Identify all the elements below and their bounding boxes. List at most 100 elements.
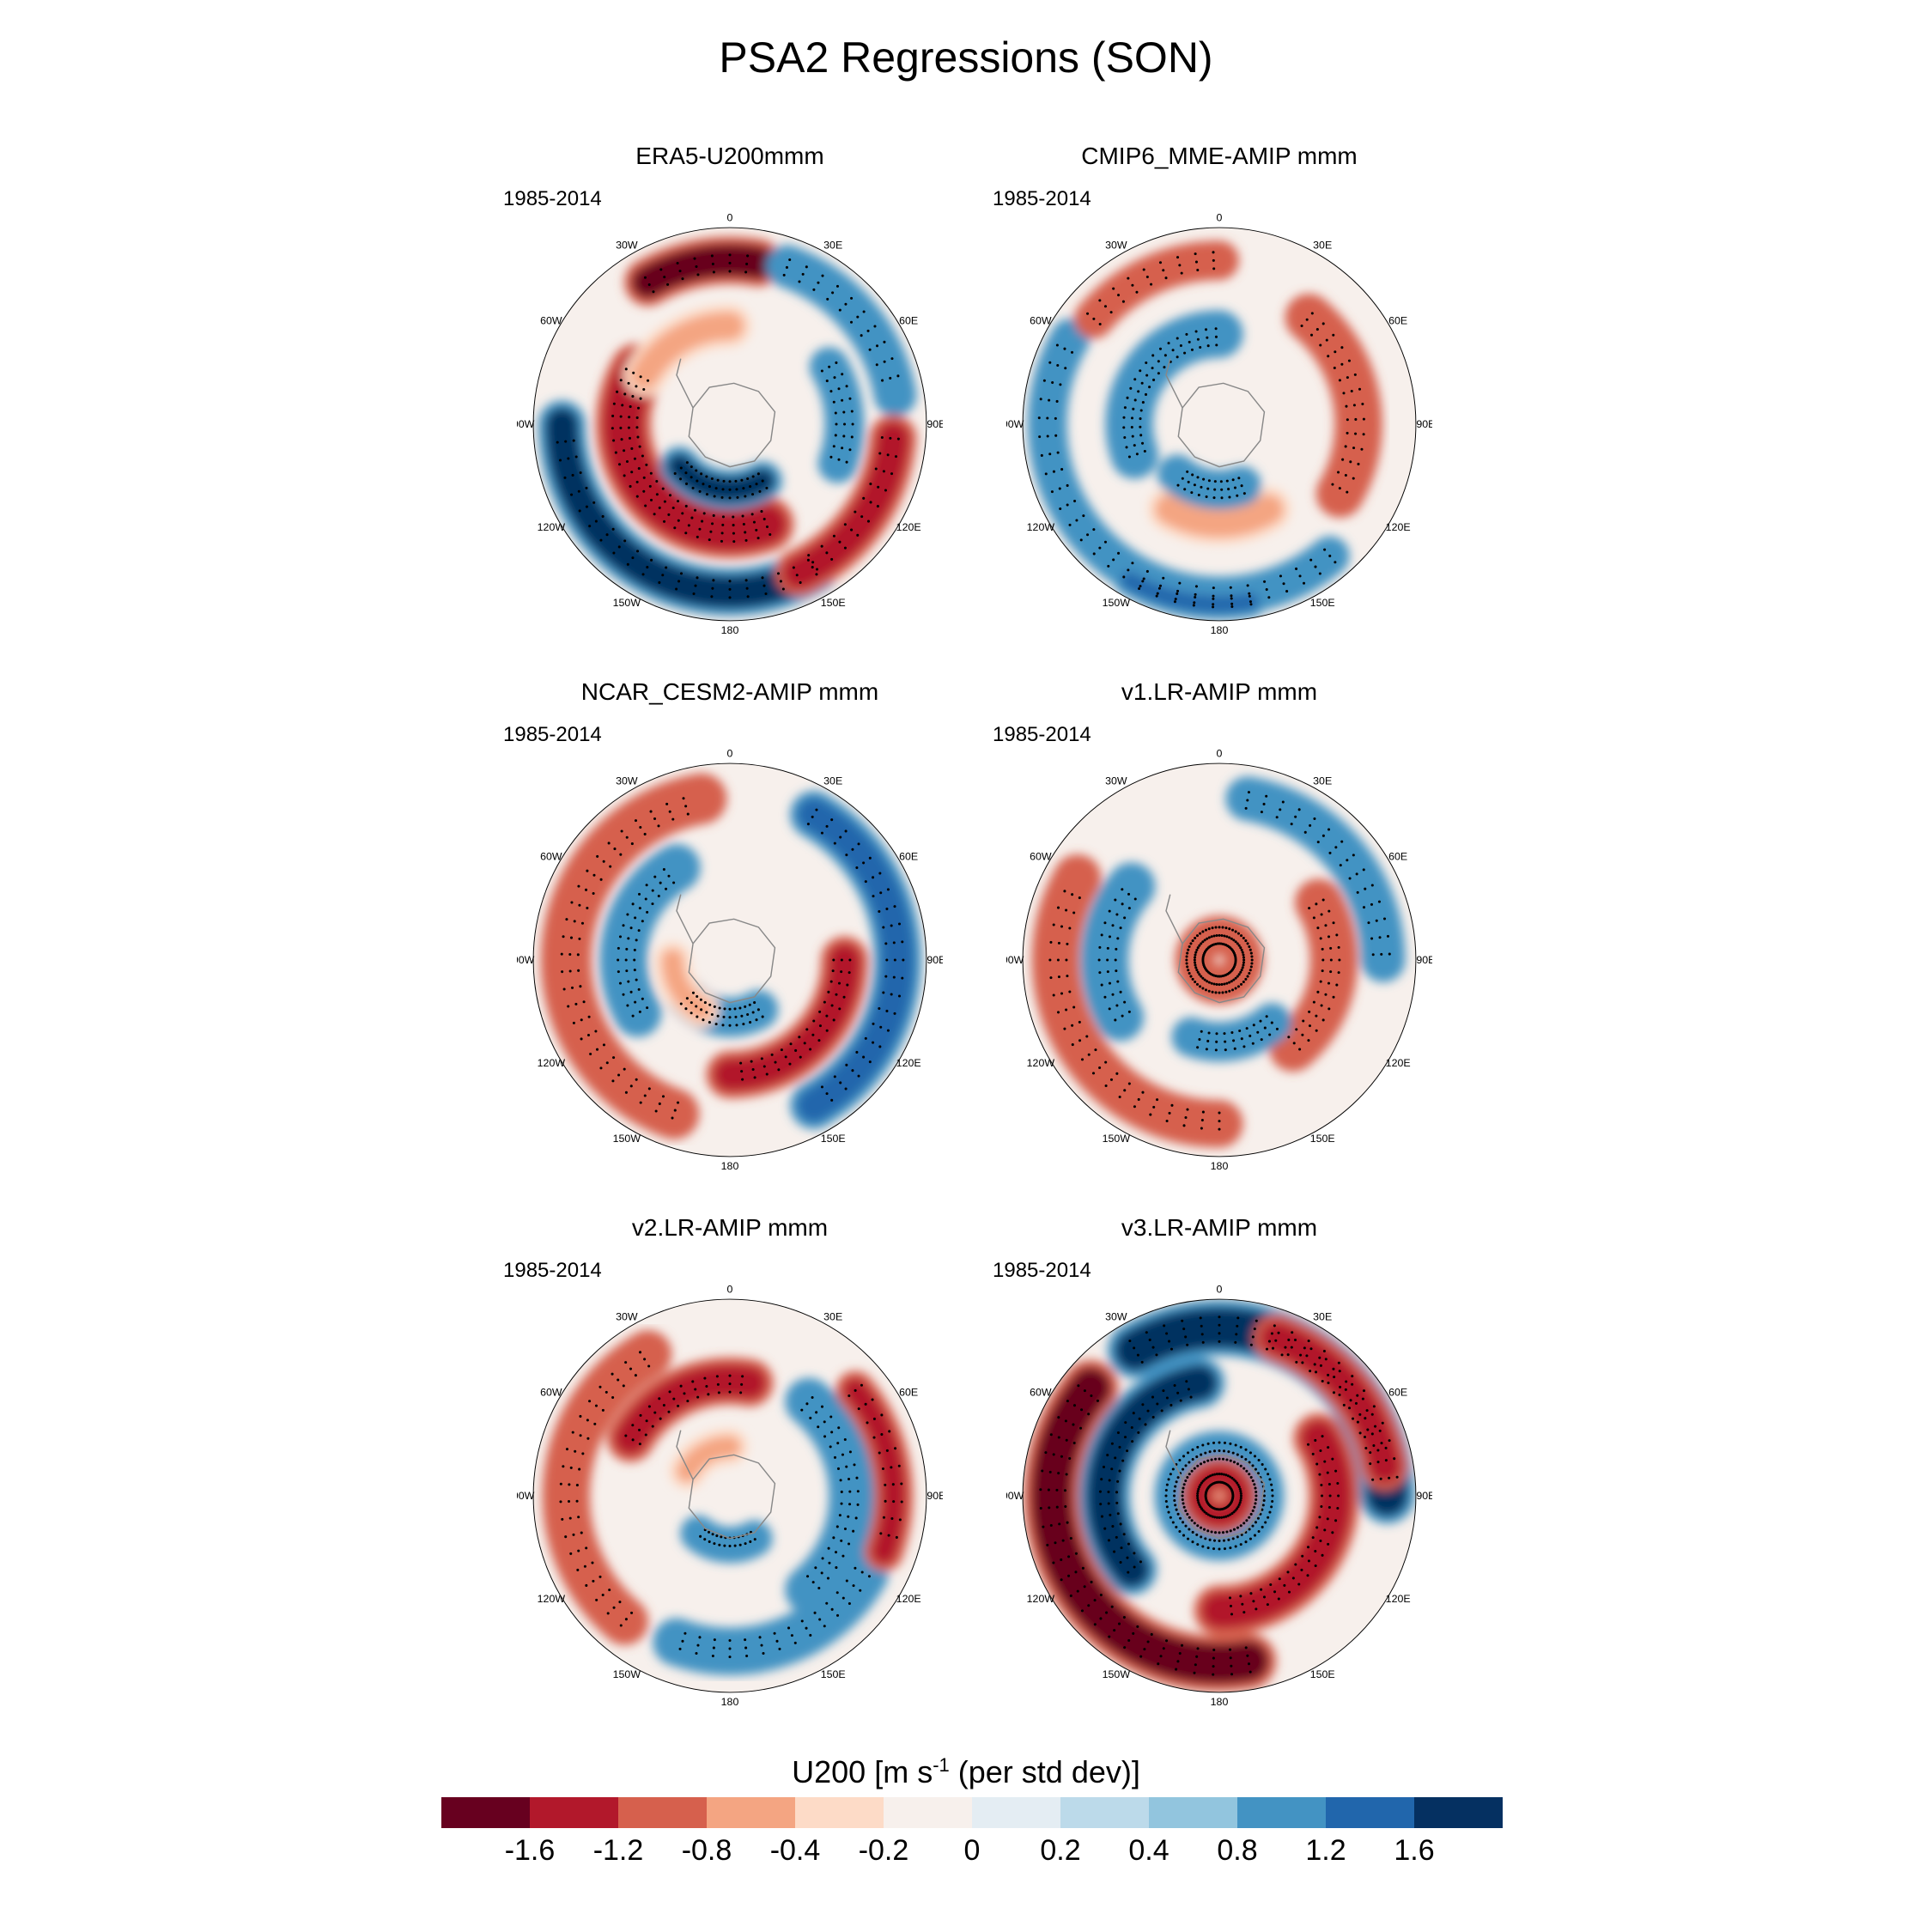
significance-dot [1124,1421,1127,1425]
significance-dot [1319,980,1322,983]
significance-dot [1341,458,1345,461]
significance-dot [864,880,867,884]
significance-dot [631,1438,635,1442]
significance-dot [756,537,760,540]
significance-dot [1354,417,1358,421]
significance-dot [1056,958,1060,962]
significance-dot [1140,381,1144,385]
significance-dot [1225,935,1229,939]
significance-dot [1061,1539,1065,1542]
significance-dot [1332,995,1335,999]
significance-dot [1242,958,1246,962]
significance-dot [1205,1476,1208,1479]
significance-dot [1191,939,1194,943]
longitude-label: 90E [927,1490,943,1502]
significance-dot [855,866,859,870]
significance-dot [1236,1481,1239,1485]
significance-dot [586,1419,589,1422]
significance-dot [882,470,885,473]
significance-dot [1225,1458,1229,1461]
significance-dot [850,296,854,300]
significance-dot [1236,1462,1239,1466]
significance-dot [1262,1498,1266,1503]
significance-dot [1066,1521,1069,1524]
significance-dot [1297,808,1301,811]
colorbar-swatch [1326,1797,1414,1828]
significance-dot [1218,1531,1221,1534]
significance-dot [1175,1480,1178,1484]
significance-dot [1071,350,1074,354]
significance-dot [1333,366,1336,370]
significance-dot [647,379,650,382]
significance-dot [677,519,680,522]
significance-dot [1184,1479,1188,1483]
significance-dot [879,1532,883,1535]
significance-dot [1151,367,1154,370]
colorbar [441,1797,1503,1828]
field-band [550,1337,665,1638]
significance-dot [1352,404,1356,407]
significance-dot [839,1479,842,1482]
significance-dot [564,1535,568,1539]
significance-dot [570,901,574,904]
significance-dot [1052,923,1055,927]
significance-dot [1380,1442,1383,1445]
significance-dot [1221,1457,1225,1461]
significance-dot [1268,1478,1272,1481]
significance-dot [890,1517,894,1521]
significance-dot [629,405,632,409]
significance-dot [712,1646,715,1649]
significance-dot [641,920,644,923]
significance-dot [1338,1370,1341,1373]
significance-dot [605,1061,609,1065]
significance-dot [1354,1401,1358,1405]
significance-dot [618,1601,622,1604]
significance-dot [1104,1084,1108,1088]
significance-dot [780,1048,783,1052]
significance-dot [1236,932,1240,935]
significance-dot [1269,1583,1273,1587]
significance-dot [696,479,699,483]
significance-dot [761,1015,764,1018]
longitude-label: 30W [1105,240,1127,252]
longitude-label: 30E [1313,775,1332,787]
significance-dot [830,1004,834,1007]
significance-dot [1395,1475,1399,1479]
significance-dot [1327,1542,1330,1546]
significance-dot [828,365,831,368]
significance-dot [1251,1042,1255,1045]
panel-title: v3.LR-AMIP mmm [1121,1214,1318,1241]
longitude-label: 180 [1211,624,1229,636]
significance-dot [575,1484,579,1487]
significance-dot [1068,927,1072,930]
significance-dot [1220,496,1224,500]
significance-dot [679,572,683,575]
significance-dot [832,534,835,538]
significance-dot [823,1420,826,1424]
significance-dot [693,508,697,512]
significance-dot [647,1087,651,1091]
significance-dot [805,1626,808,1630]
significance-dot [1107,564,1110,568]
significance-dot [1215,934,1218,938]
significance-dot [1237,1485,1241,1489]
significance-dot [739,1061,743,1065]
significance-dot [1127,907,1131,910]
significance-dot [1143,1648,1146,1651]
significance-dot [711,522,714,526]
significance-dot [745,1655,749,1658]
significance-dot [1321,969,1324,973]
significance-dot [579,985,582,988]
significance-dot [633,457,636,460]
significance-dot [1315,1370,1318,1374]
significance-dot [599,1066,603,1070]
significance-dot [1039,1488,1042,1492]
significance-dot [1115,1535,1118,1539]
significance-dot [710,595,714,598]
significance-dot [1256,1030,1260,1034]
significance-dot [1054,1541,1057,1545]
significance-dot [1212,1656,1215,1660]
significance-dot [1335,983,1339,987]
significance-dot [832,958,835,962]
longitude-label: 150E [1310,1133,1335,1145]
